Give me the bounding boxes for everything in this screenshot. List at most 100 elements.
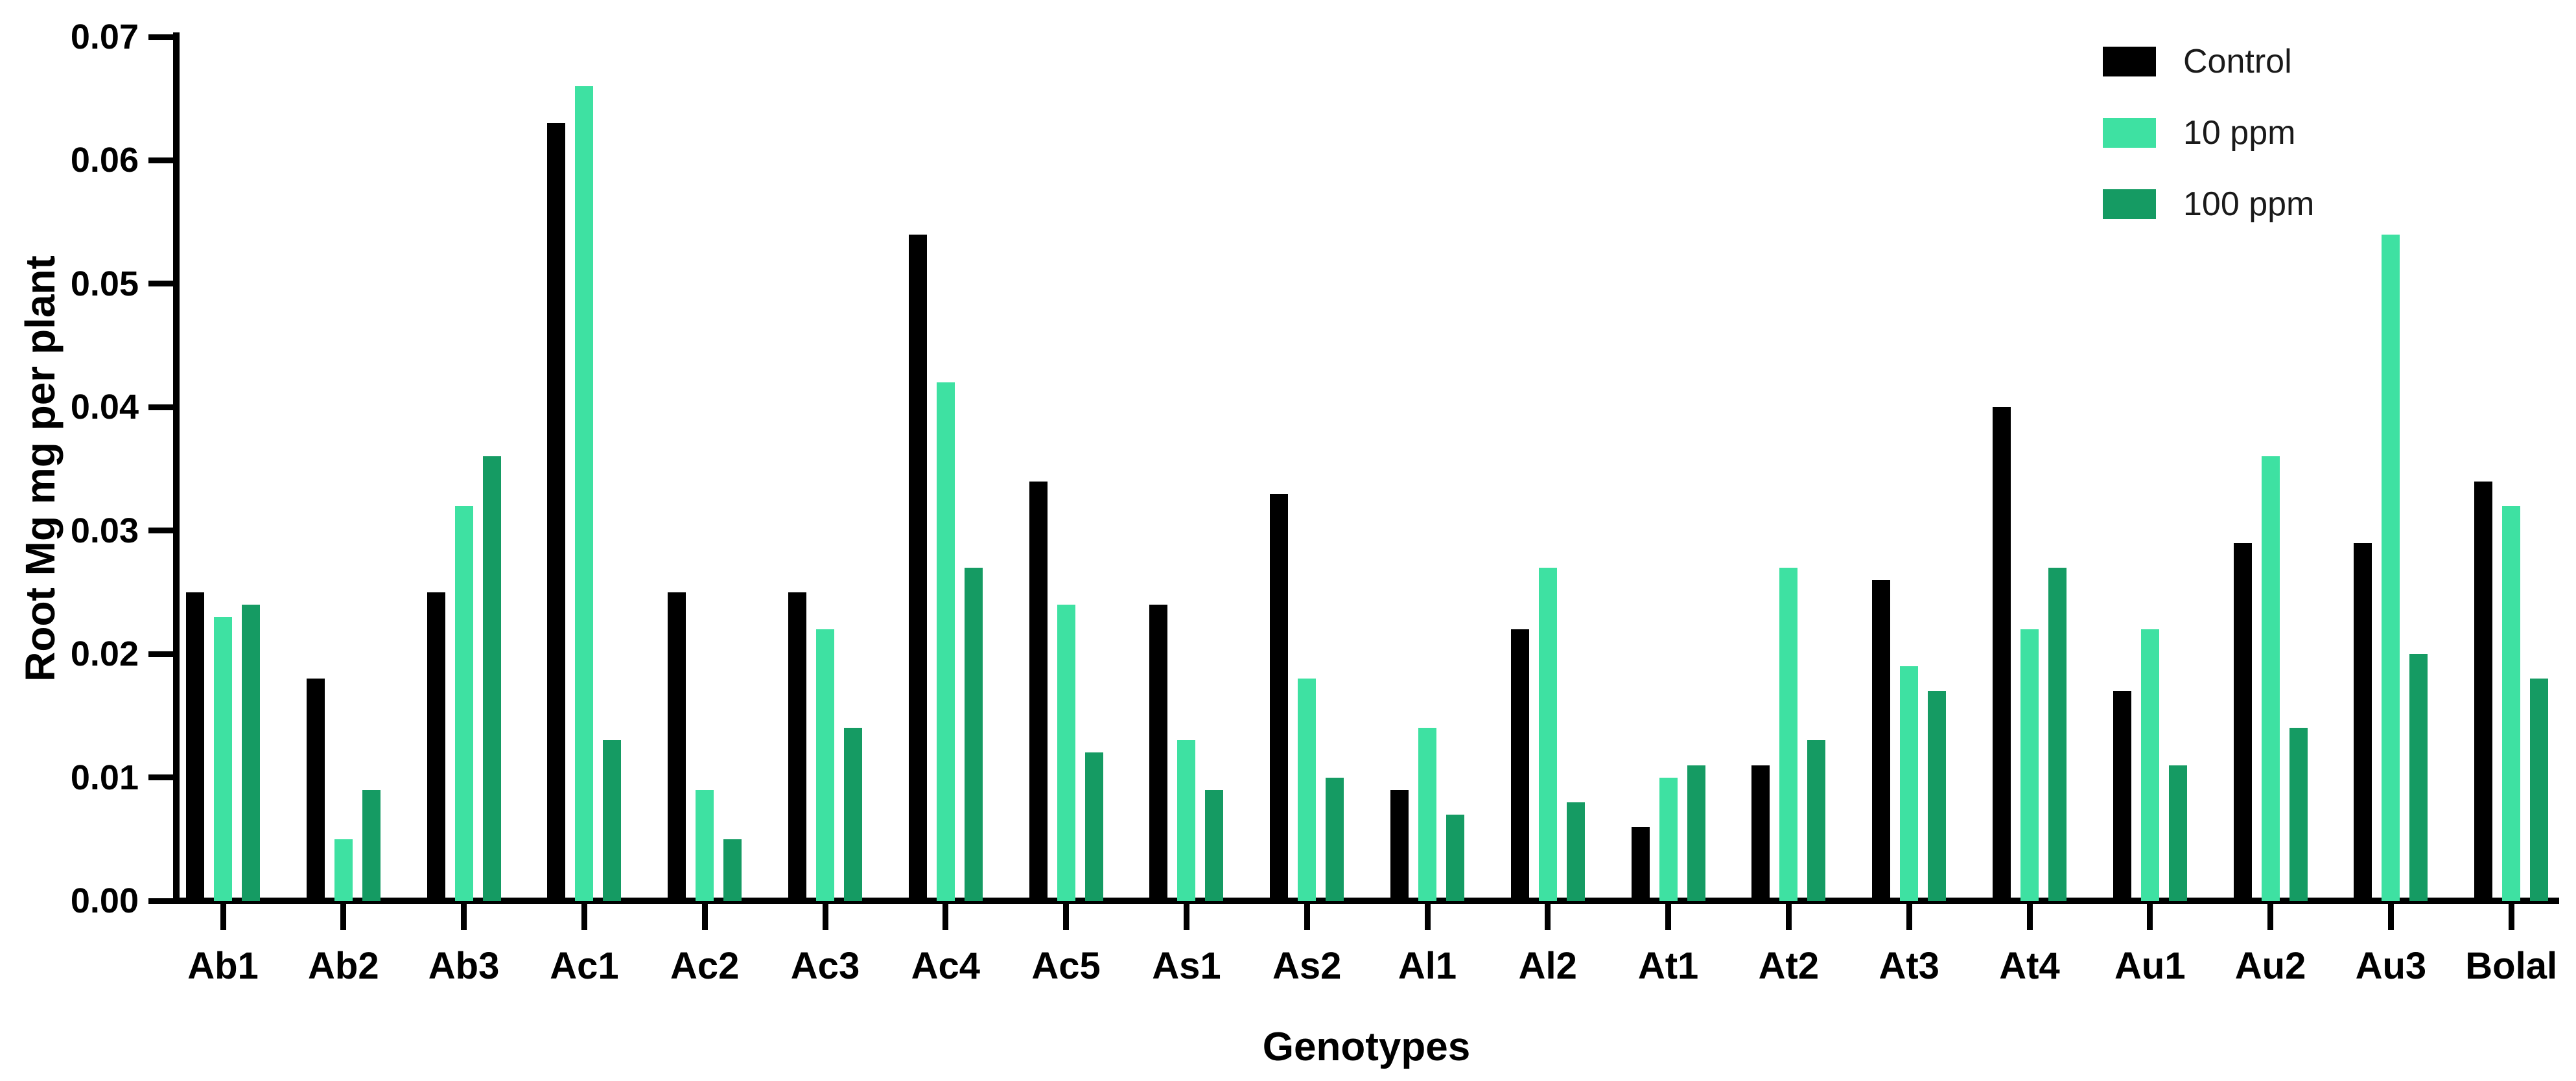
bar-100ppm-Ac3: [844, 728, 862, 901]
bar-10ppm-Au3: [2382, 234, 2400, 901]
bar-10ppm-As1: [1177, 740, 1196, 901]
bar-100ppm-Ab1: [242, 604, 260, 901]
bar-100ppm-As2: [1326, 777, 1344, 901]
x-tick-As2: [1304, 904, 1310, 930]
bar-100ppm-Ac2: [723, 839, 742, 901]
x-axis-line: [173, 898, 2559, 904]
bar-100ppm-Al2: [1566, 802, 1585, 901]
x-tick-Al2: [1545, 904, 1551, 930]
legend-swatch-10ppm: [2103, 118, 2156, 148]
x-category-label-Al2: Al2: [1518, 945, 1577, 987]
y-axis-title: Root Mg mg per plant: [17, 255, 64, 682]
x-tick-Ac5: [1063, 904, 1070, 930]
x-tick-As1: [1183, 904, 1189, 930]
bar-10ppm-Al1: [1418, 728, 1436, 901]
x-tick-At4: [2026, 904, 2033, 930]
bar-Control-Ac4: [908, 234, 927, 901]
x-tick-Al1: [1424, 904, 1431, 930]
bar-Control-Au1: [2113, 691, 2131, 901]
bar-100ppm-As1: [1205, 789, 1224, 901]
bar-10ppm-Ac3: [816, 629, 834, 901]
y-tick-0.02: [148, 651, 173, 657]
x-tick-At2: [1785, 904, 1792, 930]
y-tick-label-0.06: 0.06: [70, 141, 139, 180]
bar-100ppm-Au3: [2409, 654, 2428, 901]
bar-Control-At3: [1872, 579, 1891, 901]
bar-10ppm-Ac5: [1057, 604, 1075, 901]
x-category-label-Ac1: Ac1: [550, 945, 619, 987]
legend-label-10ppm: 10 ppm: [2183, 114, 2296, 152]
bar-10ppm-Au1: [2140, 629, 2159, 901]
bar-100ppm-Ac5: [1084, 752, 1103, 901]
bar-10ppm-Ab1: [214, 617, 232, 901]
bar-100ppm-At3: [1928, 691, 1947, 901]
x-category-label-Ab2: Ab2: [308, 945, 379, 987]
x-category-label-As2: As2: [1272, 945, 1342, 987]
bar-100ppm-Al1: [1446, 814, 1464, 901]
bar-Control-At2: [1751, 765, 1770, 901]
bar-100ppm-At4: [2048, 567, 2067, 901]
x-tick-At1: [1665, 904, 1672, 930]
bar-100ppm-Bolal: [2530, 679, 2549, 901]
x-category-label-Ac4: Ac4: [911, 945, 980, 987]
bar-100ppm-Au2: [2289, 728, 2308, 901]
x-tick-At3: [1906, 904, 1912, 930]
x-category-label-Bolal: Bolal: [2465, 945, 2558, 987]
x-category-label-Al1: Al1: [1398, 945, 1457, 987]
bar-Control-As1: [1149, 604, 1168, 901]
bar-100ppm-Ac1: [603, 740, 622, 901]
y-tick-0.01: [148, 774, 173, 781]
legend-swatch-100ppm: [2103, 189, 2156, 219]
bar-100ppm-Ab2: [362, 789, 381, 901]
bar-10ppm-Ab2: [334, 839, 353, 901]
y-tick-label-0.04: 0.04: [70, 388, 139, 427]
y-tick-0.06: [148, 157, 173, 163]
y-tick-label-0.00: 0.00: [70, 881, 139, 920]
legend-item-10ppm: 10 ppm: [2103, 114, 2296, 152]
x-tick-Ac4: [943, 904, 949, 930]
x-tick-Ac1: [581, 904, 587, 930]
bar-Control-Bolal: [2474, 481, 2493, 901]
bar-10ppm-Ac2: [696, 789, 714, 901]
bar-10ppm-At1: [1659, 777, 1678, 901]
x-category-label-Ab1: Ab1: [187, 945, 259, 987]
bar-Control-Ab2: [306, 679, 325, 901]
bar-10ppm-Ab3: [454, 506, 473, 901]
x-category-label-At4: At4: [1999, 945, 2060, 987]
bar-Control-Al1: [1390, 789, 1409, 901]
bar-10ppm-Ac4: [936, 382, 955, 901]
bar-100ppm-Ab3: [482, 456, 501, 901]
x-tick-Ab1: [220, 904, 226, 930]
legend-item-100ppm: 100 ppm: [2103, 187, 2314, 221]
x-tick-Ab2: [340, 904, 347, 930]
bar-Control-As2: [1270, 493, 1289, 901]
x-category-label-Ac5: Ac5: [1031, 945, 1101, 987]
y-tick-label-0.03: 0.03: [70, 511, 139, 550]
y-axis-line: [173, 32, 180, 904]
x-tick-Au3: [2387, 904, 2394, 930]
y-tick-0.07: [148, 34, 173, 40]
bar-100ppm-Au1: [2168, 765, 2187, 901]
y-tick-label-0.07: 0.07: [70, 17, 139, 56]
bar-Control-At1: [1631, 826, 1650, 901]
y-tick-label-0.02: 0.02: [70, 634, 139, 674]
x-category-label-Au2: Au2: [2234, 945, 2306, 987]
bar-Control-Ac1: [547, 123, 566, 901]
y-tick-0.03: [148, 528, 173, 534]
bar-10ppm-Au2: [2261, 456, 2280, 901]
bar-100ppm-At2: [1807, 740, 1826, 901]
x-category-label-At2: At2: [1758, 945, 1820, 987]
x-tick-Ab3: [461, 904, 467, 930]
y-tick-0.00: [148, 898, 173, 904]
x-category-label-At3: At3: [1879, 945, 1939, 987]
x-category-label-Ac3: Ac3: [790, 945, 860, 987]
x-tick-Au1: [2147, 904, 2153, 930]
x-tick-Bolal: [2508, 904, 2514, 930]
bar-Control-At4: [1993, 407, 2011, 901]
x-category-label-Ab3: Ab3: [428, 945, 500, 987]
bar-100ppm-Ac4: [964, 567, 983, 901]
x-category-label-Au1: Au1: [2114, 945, 2186, 987]
y-tick-label-0.01: 0.01: [70, 758, 139, 797]
x-tick-Au2: [2267, 904, 2274, 930]
